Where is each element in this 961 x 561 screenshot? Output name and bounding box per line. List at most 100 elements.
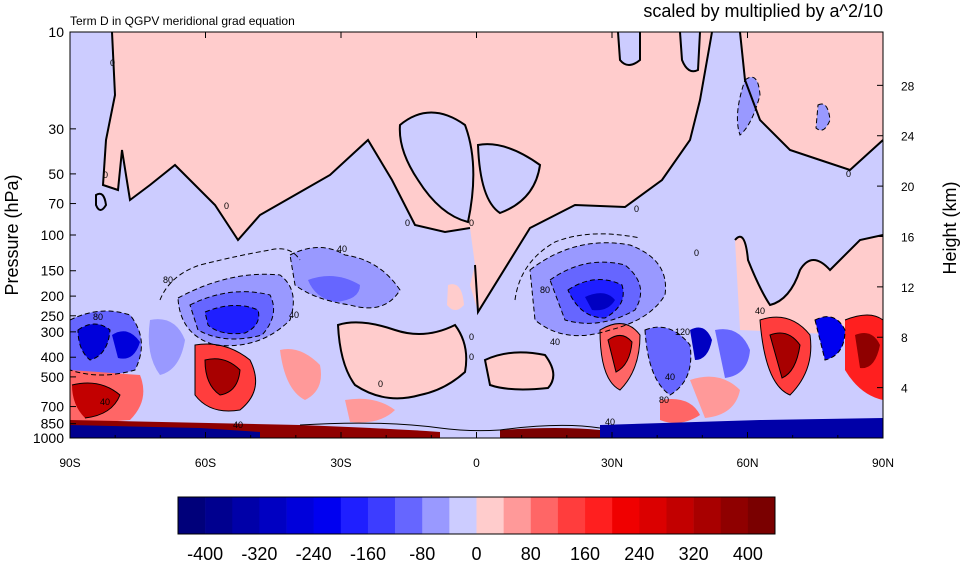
height-tick-label: 24 (901, 130, 915, 144)
colorbar-tick-label: 80 (521, 544, 541, 561)
colorbar-swatch (340, 497, 369, 534)
colorbar-swatch (503, 497, 532, 534)
negative-contour (159, 248, 301, 301)
zero-contour (679, 32, 701, 73)
contour-fill-region (660, 399, 700, 424)
colorbar-frame (177, 496, 776, 535)
contour-fill-region (600, 418, 883, 438)
y-tick-label: 200 (41, 288, 65, 304)
zero-contour (95, 192, 108, 211)
colorbar-swatch (449, 497, 477, 534)
contour-label: 0 (634, 204, 639, 214)
contour-fill-region (345, 398, 395, 423)
negative-contour (77, 323, 111, 361)
positive-contour (599, 323, 641, 391)
contour-fill-region (78, 324, 110, 360)
positive-contour-lines (71, 314, 883, 432)
y-tick-label: 70 (48, 196, 64, 212)
height-tick-label: 12 (901, 281, 915, 295)
colorbar-labels: -400 -320 -240 -160 -80 0 80 160 240 320 400 (187, 544, 763, 561)
negative-contour (204, 305, 260, 335)
positive-contour (194, 343, 257, 412)
colorbar-swatch (639, 497, 667, 534)
y-tick-label: 250 (41, 308, 65, 324)
negative-contour (514, 233, 641, 301)
contour-label: 0 (103, 170, 108, 180)
contour-label: 80 (163, 275, 173, 285)
colorbar-swatch (259, 497, 287, 534)
zero-contour (483, 351, 555, 391)
positive-contour (769, 332, 801, 379)
contour-label: 40 (337, 244, 347, 254)
colorbar-swatch (232, 497, 260, 534)
x-tick-label: 0 (473, 456, 480, 470)
colorbar-swatch (286, 497, 314, 534)
colorbar-tick-label: 0 (471, 544, 481, 561)
zero-contour (474, 32, 713, 316)
plot-area: 0 0 0 0 0 0 0 0 0 0 0 40 40 40 80 80 80 … (70, 32, 883, 438)
colorbar-swatch (666, 497, 694, 534)
contour-fill-region (148, 319, 185, 375)
positive-contour (607, 335, 633, 373)
y-tick-label: 700 (41, 399, 65, 415)
contour-fill-region (280, 349, 321, 400)
x-axis: 90S 60S 30S 0 30N 60N 90N (59, 32, 894, 470)
colorbar-tick-label: -240 (296, 544, 332, 561)
colorbar-tick-label: -160 (350, 544, 386, 561)
zero-contour (734, 234, 883, 307)
contour-fill-region (645, 327, 691, 395)
y-tick-label: 50 (48, 166, 64, 182)
positive-contour (299, 422, 501, 432)
x-tick-label: 90S (59, 456, 80, 470)
x-tick-label: 30N (601, 456, 623, 470)
positive-contour (844, 314, 883, 321)
y-tick-label: 10 (48, 24, 64, 40)
chart-title-left: Term D in QGPV meridional grad equation (70, 14, 295, 28)
height-tick-label: 28 (901, 79, 915, 93)
contour-label: 120 (675, 327, 690, 337)
chart-title-right: scaled by multiplied by a^2/10 (643, 1, 883, 21)
contour-fill-region (770, 332, 800, 378)
contour-label: 80 (540, 285, 550, 295)
zero-contour (398, 111, 475, 224)
y-tick-label: 100 (41, 227, 65, 243)
contour-label: 80 (93, 312, 103, 322)
colorbar-swatch (422, 497, 450, 534)
y-axis-right-label: Height (km) (940, 181, 960, 274)
contour-label: 40 (550, 337, 560, 347)
contour-fill-region (815, 316, 845, 360)
colorbar-tick-label: 400 (733, 544, 763, 561)
height-tick-label: 8 (901, 331, 908, 345)
colorbar-tick-label: 320 (679, 544, 709, 561)
contour-label: 0 (694, 248, 699, 258)
contour-labels: 0 0 0 0 0 0 0 0 0 0 0 40 40 40 80 80 80 … (93, 58, 851, 430)
colorbar-swatch (720, 497, 749, 534)
height-tick-label: 20 (901, 180, 915, 194)
contour-fill-region (690, 376, 740, 418)
contour-fill-region (485, 352, 554, 390)
contour-label: 40 (755, 306, 765, 316)
contour-fill-region (680, 32, 700, 72)
contour-fill-region (478, 144, 540, 213)
negative-contour-lines (70, 76, 846, 396)
contour-label: 0 (405, 218, 410, 228)
colorbar-swatch (313, 497, 342, 534)
negative-contour (549, 261, 642, 324)
negative-contour (177, 273, 294, 347)
zero-contour (476, 143, 542, 215)
y-tick-label: 1000 (33, 430, 64, 446)
contour-fill-region (618, 32, 640, 65)
contour-fill-region (690, 327, 712, 360)
x-tick-label: 30S (330, 456, 351, 470)
height-tick-label: 16 (901, 230, 915, 244)
colorbar-swatch (747, 497, 776, 534)
contour-label: 0 (846, 169, 851, 179)
contour-fill-region (338, 322, 467, 399)
contour-fill-region (112, 331, 140, 359)
negative-contour (529, 242, 667, 337)
contour-label: 80 (659, 395, 669, 405)
contour-fill-region (816, 104, 830, 131)
x-tick-label: 90N (872, 456, 894, 470)
